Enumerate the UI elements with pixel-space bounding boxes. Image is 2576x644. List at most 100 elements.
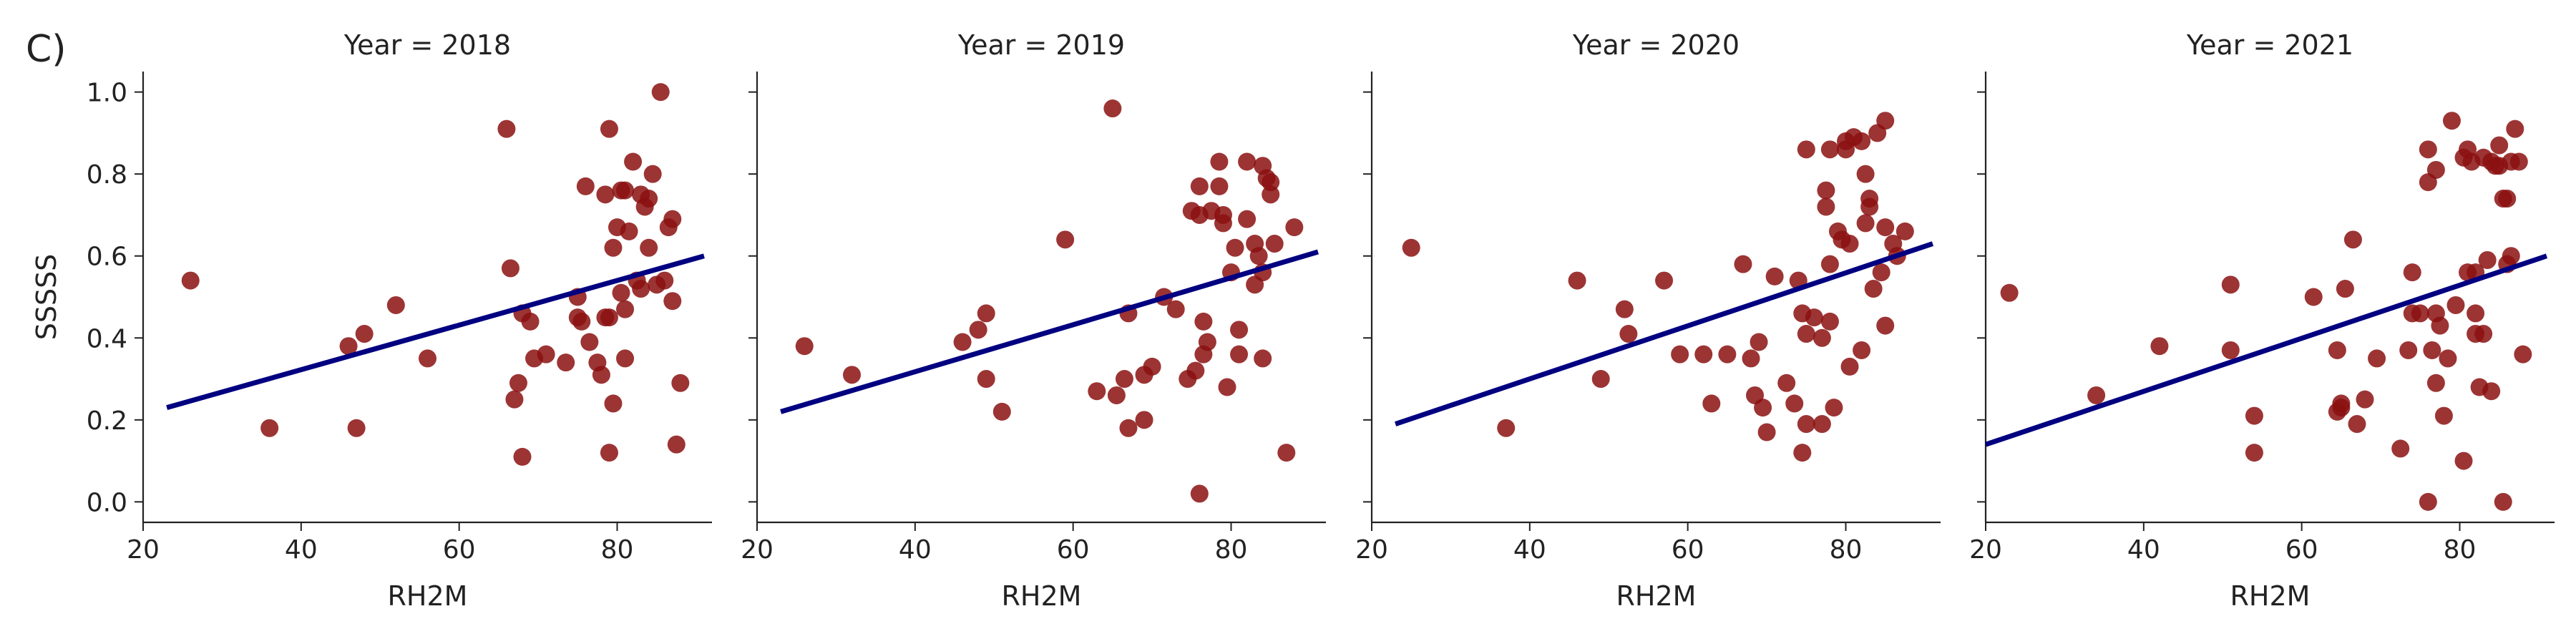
- data-point: [1198, 333, 1216, 351]
- data-point: [1262, 173, 1280, 192]
- data-point: [1186, 361, 1205, 380]
- facet-panel-1: Year = 2018 0.0 0.2 0.4 0.6 0.8 1.0 20 40 60 80 RH2…: [87, 29, 712, 612]
- data-point: [2474, 325, 2493, 343]
- y-tick-label: 0.0: [87, 488, 127, 517]
- data-point: [1230, 321, 1249, 339]
- data-point: [1694, 345, 1713, 364]
- data-point: [2328, 341, 2346, 359]
- data-point: [2434, 406, 2453, 425]
- data-point: [1734, 255, 1752, 273]
- data-point: [596, 185, 615, 204]
- data-point: [1797, 415, 1815, 434]
- data-point: [1820, 140, 1839, 159]
- data-point: [1797, 140, 1815, 159]
- data-point: [953, 333, 972, 351]
- x-tick-label: 20: [741, 535, 774, 565]
- data-point: [1817, 197, 1835, 216]
- data-point: [1254, 349, 1272, 368]
- data-point: [1655, 271, 1674, 290]
- data-point: [1876, 218, 1895, 237]
- data-point: [1853, 341, 1871, 359]
- y-tick-label: 1.0: [87, 79, 127, 108]
- data-point: [624, 152, 643, 171]
- data-point: [1115, 370, 1133, 389]
- data-point: [2343, 230, 2362, 249]
- data-point: [1218, 378, 1236, 396]
- data-point: [1896, 222, 1914, 240]
- data-point: [616, 349, 635, 368]
- data-point: [2332, 399, 2351, 417]
- data-point: [1813, 415, 1831, 434]
- data-point: [1820, 312, 1839, 331]
- data-point: [580, 333, 599, 351]
- data-point: [1230, 345, 1249, 364]
- data-point: [1238, 152, 1257, 171]
- x-axis-label: RH2M: [2230, 580, 2311, 612]
- data-point: [2439, 349, 2457, 368]
- data-point: [2419, 140, 2437, 159]
- x-tick-label: 20: [1969, 535, 2002, 565]
- facet-panel-2: Year = 2019 20 40 60 80 RH2M: [741, 29, 1326, 612]
- data-point: [1056, 230, 1075, 249]
- data-point: [1402, 238, 1420, 257]
- scatter-points: [181, 83, 690, 466]
- data-point: [2087, 386, 2106, 404]
- data-point: [1754, 399, 1772, 417]
- data-point: [1591, 370, 1610, 389]
- data-point: [501, 259, 519, 278]
- data-point: [1238, 210, 1257, 228]
- data-point: [620, 222, 638, 240]
- data-point: [969, 321, 987, 339]
- data-point: [1864, 280, 1883, 298]
- regression-line: [1395, 241, 1934, 426]
- data-point: [2498, 190, 2517, 208]
- data-point: [2304, 288, 2323, 306]
- data-point: [1777, 374, 1796, 392]
- data-point: [667, 435, 686, 454]
- data-point: [1813, 328, 1831, 347]
- data-point: [2446, 296, 2465, 314]
- data-point: [1190, 177, 1209, 195]
- data-point: [509, 374, 527, 392]
- data-point: [2221, 275, 2240, 294]
- data-point: [1619, 325, 1638, 343]
- data-point: [2494, 492, 2512, 511]
- data-point: [1765, 267, 1784, 286]
- data-point: [795, 337, 814, 356]
- data-point: [1262, 185, 1280, 204]
- data-point: [2454, 452, 2473, 470]
- data-point: [2150, 337, 2169, 356]
- data-point: [1107, 386, 1126, 404]
- data-point: [2221, 341, 2240, 359]
- x-tick-label: 80: [2444, 535, 2477, 565]
- data-point: [2336, 280, 2354, 298]
- regression-line: [1984, 253, 2548, 447]
- data-point: [2431, 316, 2449, 335]
- facet-panels: Year = 2018 0.0 0.2 0.4 0.6 0.8 1.0 20 40 60 80 RH2…: [87, 29, 2555, 612]
- data-point: [1853, 132, 1871, 150]
- data-point: [1190, 484, 1209, 503]
- data-point: [513, 447, 532, 466]
- data-point: [2403, 263, 2421, 282]
- data-point: [671, 374, 690, 392]
- data-point: [1210, 152, 1229, 171]
- data-point: [2426, 160, 2445, 179]
- panel-title: Year = 2021: [2186, 29, 2353, 61]
- data-point: [992, 402, 1011, 421]
- data-point: [1143, 357, 1161, 376]
- data-point: [1757, 423, 1776, 441]
- x-tick-label: 20: [127, 535, 160, 565]
- data-point: [1103, 99, 1122, 118]
- data-point: [2245, 444, 2263, 462]
- data-point: [616, 181, 635, 200]
- data-point: [640, 238, 658, 257]
- facet-panel-4: Year = 2021 20 40 60 80 RH2M: [1969, 29, 2555, 612]
- x-tick-label: 80: [1830, 535, 1863, 565]
- data-point: [2467, 304, 2485, 323]
- data-point: [663, 292, 682, 311]
- x-axis-label: RH2M: [1616, 580, 1697, 612]
- data-point: [572, 312, 591, 331]
- data-point: [1817, 181, 1835, 200]
- data-point: [1671, 345, 1689, 364]
- data-point: [2514, 345, 2532, 364]
